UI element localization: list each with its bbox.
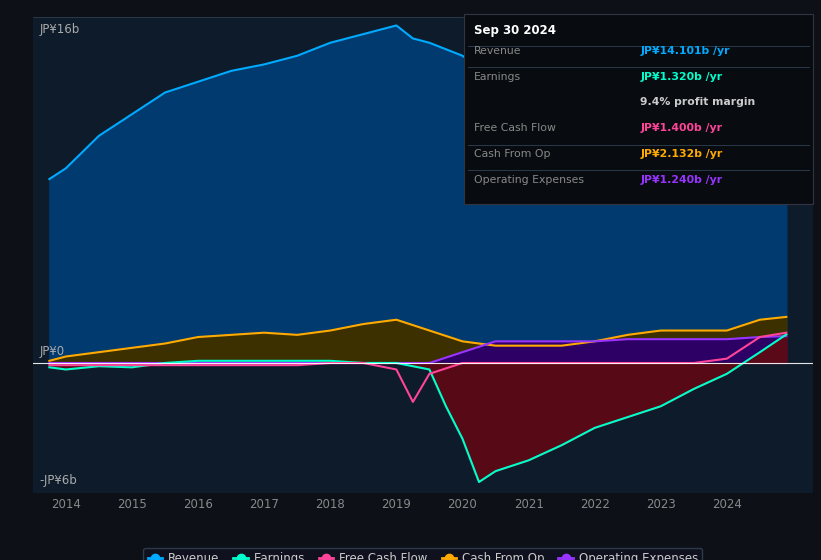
Text: Cash From Op: Cash From Op (474, 149, 550, 159)
Text: JP¥1.320b /yr: JP¥1.320b /yr (640, 72, 722, 82)
Legend: Revenue, Earnings, Free Cash Flow, Cash From Op, Operating Expenses: Revenue, Earnings, Free Cash Flow, Cash … (143, 548, 703, 560)
Text: JP¥1.400b /yr: JP¥1.400b /yr (640, 123, 722, 133)
Text: JP¥14.101b /yr: JP¥14.101b /yr (640, 46, 730, 56)
Text: 9.4% profit margin: 9.4% profit margin (640, 97, 755, 108)
Text: JP¥2.132b /yr: JP¥2.132b /yr (640, 149, 722, 159)
Text: Operating Expenses: Operating Expenses (474, 175, 584, 185)
Text: JP¥16b: JP¥16b (39, 24, 80, 36)
Text: JP¥0: JP¥0 (39, 344, 65, 358)
Text: Free Cash Flow: Free Cash Flow (474, 123, 556, 133)
Text: Sep 30 2024: Sep 30 2024 (474, 24, 556, 37)
Text: Earnings: Earnings (474, 72, 521, 82)
Text: JP¥1.240b /yr: JP¥1.240b /yr (640, 175, 722, 185)
Text: Revenue: Revenue (474, 46, 521, 56)
Text: -JP¥6b: -JP¥6b (39, 474, 77, 487)
